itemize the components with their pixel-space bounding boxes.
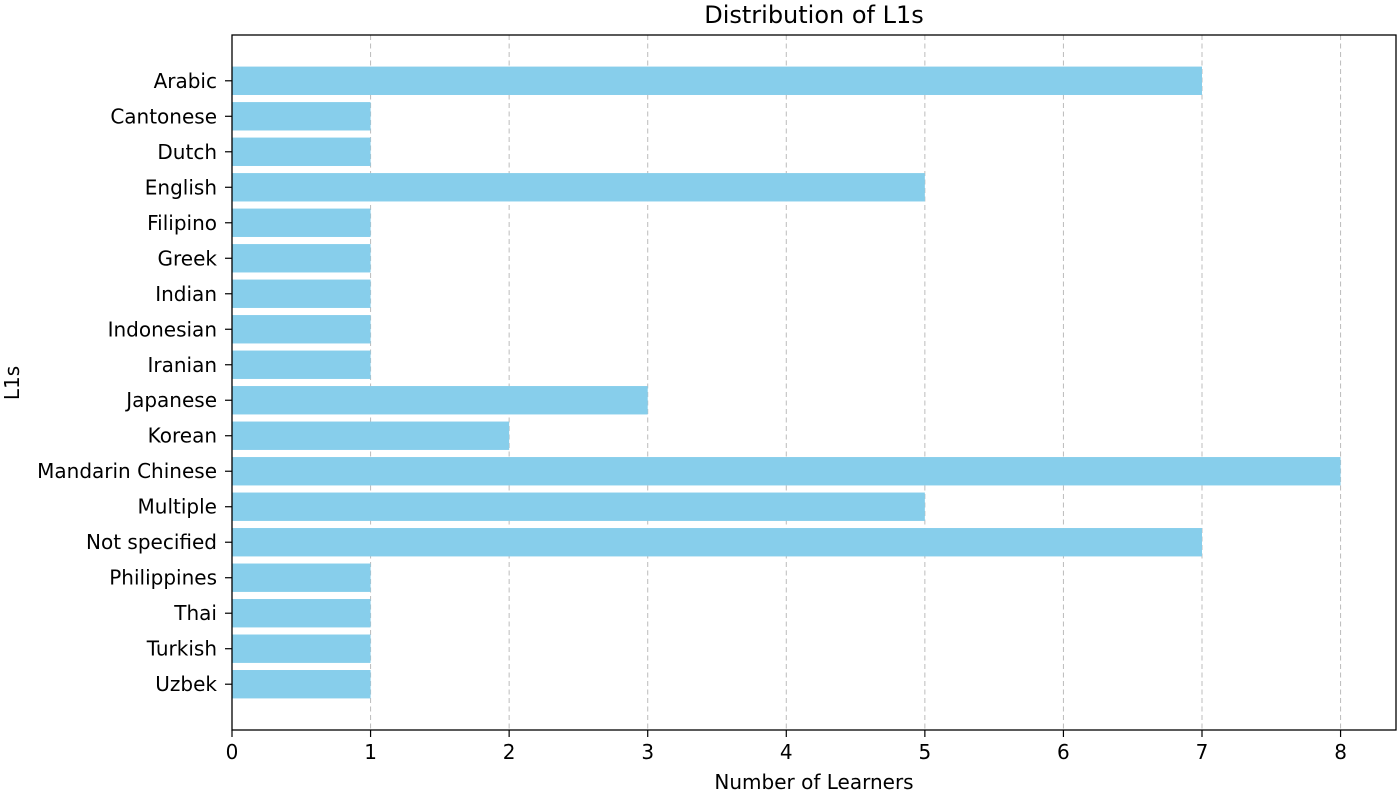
bars xyxy=(232,66,1341,699)
bar-iranian xyxy=(232,350,371,379)
y-tick-label-indonesian: Indonesian xyxy=(108,317,217,341)
bar-thai xyxy=(232,599,371,628)
bar-indonesian xyxy=(232,315,371,344)
bar-philippines xyxy=(232,563,371,592)
y-tick-label-english: English xyxy=(145,175,217,199)
bar-greek xyxy=(232,244,371,273)
y-tick-label-multiple: Multiple xyxy=(138,495,217,519)
bar-mandarin-chinese xyxy=(232,457,1341,486)
bar-cantonese xyxy=(232,102,371,131)
bar-dutch xyxy=(232,137,371,166)
y-tick-label-iranian: Iranian xyxy=(147,353,217,377)
y-tick-label-mandarin-chinese: Mandarin Chinese xyxy=(37,459,217,483)
x-tick-label: 5 xyxy=(918,740,931,764)
chart-title: Distribution of L1s xyxy=(704,1,924,29)
x-tick-label: 7 xyxy=(1196,740,1209,764)
bar-uzbek xyxy=(232,670,371,699)
y-tick-label-indian: Indian xyxy=(155,282,217,306)
y-tick-label-thai: Thai xyxy=(173,601,217,625)
y-tick-label-korean: Korean xyxy=(148,424,217,448)
y-tick-label-dutch: Dutch xyxy=(157,140,217,164)
bar-arabic xyxy=(232,66,1202,95)
bar-japanese xyxy=(232,386,648,415)
plot-frame xyxy=(231,34,1397,731)
y-axis-ticks: Arabic Cantonese Dutch English Filipino Greek… xyxy=(37,69,232,696)
bar-turkish xyxy=(232,634,371,663)
x-tick-label: 6 xyxy=(1057,740,1070,764)
y-tick-label-arabic: Arabic xyxy=(154,69,217,93)
x-tick-label: 3 xyxy=(641,740,654,764)
y-tick-label-uzbek: Uzbek xyxy=(155,672,217,696)
x-tick-label: 1 xyxy=(364,740,377,764)
y-tick-label-greek: Greek xyxy=(158,246,218,270)
bar-filipino xyxy=(232,208,371,237)
y-tick-label-not-specified: Not specified xyxy=(86,530,217,554)
x-axis-label: Number of Learners xyxy=(714,770,913,792)
bar-not-specified xyxy=(232,528,1202,557)
y-tick-label-filipino: Filipino xyxy=(147,211,217,235)
bar-indian xyxy=(232,279,371,308)
bar-multiple xyxy=(232,492,925,521)
y-tick-label-turkish: Turkish xyxy=(146,637,217,661)
x-axis-ticks: 0 1 2 3 4 5 6 7 8 xyxy=(226,730,1347,764)
x-tick-label: 8 xyxy=(1334,740,1347,764)
x-tick-label: 0 xyxy=(226,740,239,764)
x-tick-label: 2 xyxy=(503,740,516,764)
bar-english xyxy=(232,173,925,202)
y-tick-label-philippines: Philippines xyxy=(109,566,217,590)
x-tick-label: 4 xyxy=(780,740,793,764)
y-tick-label-japanese: Japanese xyxy=(124,388,217,412)
bar-korean xyxy=(232,421,510,450)
y-tick-label-cantonese: Cantonese xyxy=(110,104,217,128)
y-axis-label: L1s xyxy=(0,366,24,400)
